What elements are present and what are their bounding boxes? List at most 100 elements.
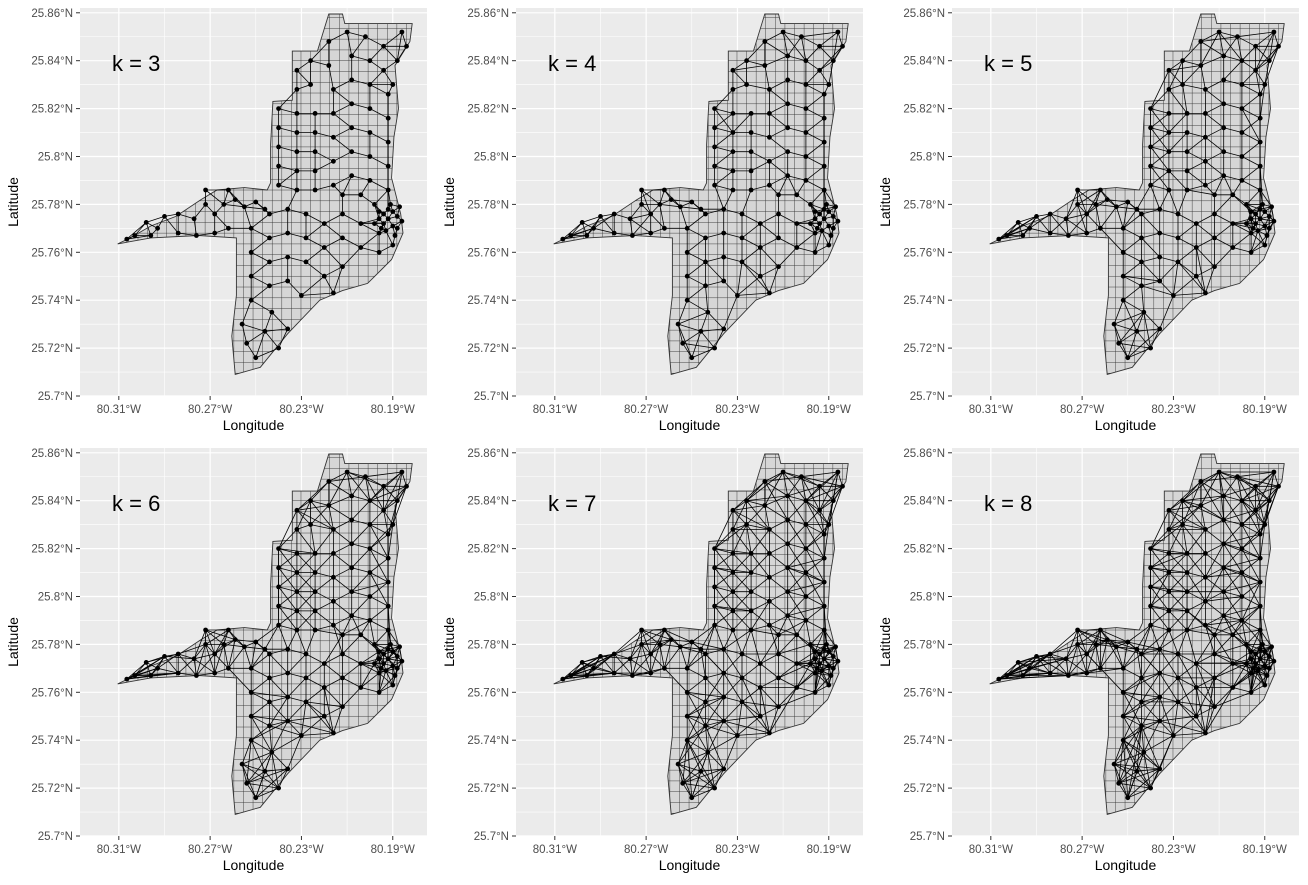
y-tick-label: 25.86°N [903,448,945,460]
region-outline [117,453,413,815]
centroid-point [833,204,838,210]
neighbor-edge [1205,136,1224,153]
x-tick-label: 80.31°W [969,404,1013,416]
neighbor-edge [787,567,825,583]
neighbor-edge [333,625,343,655]
y-axis-title: Latitude [5,617,21,667]
neighbor-edge [600,656,631,660]
neighbor-edge [805,84,825,95]
neighbor-edge [787,151,807,157]
neighbor-edge [1200,495,1224,506]
centroid-point [648,651,654,657]
neighbor-edge [705,720,724,727]
centroid-point [367,498,373,504]
centroid-point [826,649,832,654]
neighbor-edge [177,658,195,674]
neighbor-edge [1182,481,1202,501]
centroid-point [1257,216,1263,222]
neighbor-edge [1118,782,1151,789]
neighbor-edge [723,232,743,239]
neighbor-edge [723,720,770,734]
neighbor-edge [1214,237,1233,248]
centroid-point [1216,29,1222,35]
centroid-point [349,53,355,59]
centroid-point [627,216,633,222]
centroid-point [703,699,708,705]
x-tick-label: 80.19°W [1243,844,1287,856]
neighbor-edge [714,524,747,549]
neighbor-edge [333,591,352,602]
neighbor-edge [741,247,761,263]
neighbor-edge [1173,261,1179,296]
neighbor-edge [1150,586,1170,612]
centroid-point [285,694,291,700]
centroid-point [385,646,391,652]
neighbor-edge [1113,323,1138,332]
centroid-point [376,656,382,662]
centroid-point [367,178,373,183]
region-polygon [117,14,413,375]
neighbor-edge [1205,151,1224,162]
neighbor-edge [1205,113,1224,129]
centroid-point [826,209,832,215]
centroid-point [308,82,313,87]
region-outline [117,13,413,375]
x-tick-label: 80.27°W [1060,844,1104,856]
neighbor-edge [1182,500,1224,521]
centroid-point [739,259,745,265]
neighbor-edge [1241,70,1256,85]
centroid-point [203,642,209,647]
centroid-point [794,221,800,227]
centroid-point [785,565,791,571]
neighbor-edge [686,641,693,669]
neighbor-edge [805,620,825,631]
neighbor-edge [278,567,297,573]
neighbor-edge [164,656,195,660]
neighbor-edge [296,572,316,592]
centroid-point [358,192,364,198]
centroid-point [721,718,727,724]
neighbor-edge [1118,343,1129,358]
neighbor-edge [296,505,329,511]
neighbor-edge [305,629,316,655]
centroid-point [684,713,690,719]
neighbor-edge [787,524,807,545]
neighbor-edge [687,275,706,287]
centroid-point [331,290,336,296]
neighbor-edge [1150,165,1170,172]
centroid-point [648,230,654,236]
neighbor-edge [700,312,709,332]
centroid-point [817,483,822,489]
neighbor-edge [1195,276,1206,294]
neighbor-edge [1255,510,1261,535]
neighbor-edge [1223,543,1261,559]
neighbor-edge [314,151,334,162]
neighbor-edge [796,620,807,636]
centroid-point [611,211,617,217]
centroid-point [390,663,396,669]
neighbor-edge [1223,175,1243,181]
neighbor-edge [732,610,752,631]
centroid-point [1075,642,1080,647]
neighbor-edge [1182,41,1202,61]
centroid-point [1125,199,1131,205]
centroid-point [1250,665,1256,671]
neighbor-edge [193,658,197,676]
x-tick-label: 80.23°W [715,844,759,856]
neighbor-edge [1214,634,1234,664]
centroid-point [1148,144,1153,150]
y-tick-label: 25.74°N [903,735,945,747]
neighbor-edge [360,194,375,205]
neighbor-edge [1141,725,1161,770]
neighbor-edge [1122,701,1142,741]
centroid-point [819,228,825,234]
neighbor-edge [686,213,706,229]
neighbor-edge [1049,658,1067,674]
neighbor-edge [1122,648,1138,669]
region-polygon [117,454,413,815]
neighbor-edge [1150,529,1170,549]
neighbor-edge [769,89,788,105]
neighbor-edge [659,204,665,229]
centroid-point [349,173,355,179]
neighbor-edge [1255,486,1279,511]
